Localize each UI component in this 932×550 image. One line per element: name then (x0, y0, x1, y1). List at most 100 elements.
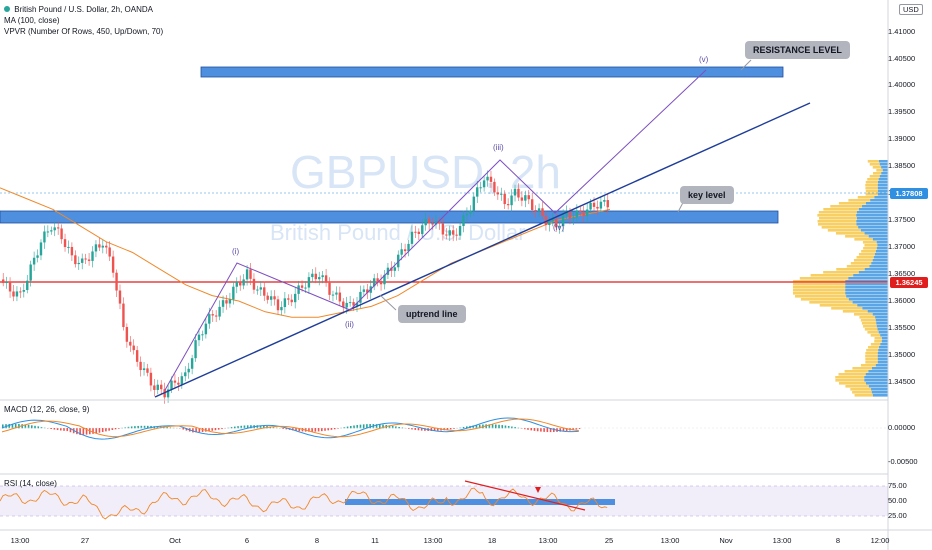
symbol-legend[interactable]: British Pound / U.S. Dollar, 2h, OANDA (4, 5, 153, 14)
macd-bar (333, 428, 336, 430)
macd-bar (501, 425, 504, 429)
candle-body (427, 218, 431, 224)
macd-bar (111, 428, 114, 430)
macd-bar (272, 426, 275, 429)
vp-bar-up (844, 370, 869, 373)
macd-bar (76, 428, 78, 435)
vp-bar-up (854, 313, 873, 316)
macd-bar (121, 427, 123, 429)
candle-body (77, 262, 80, 265)
candle-body (225, 300, 228, 304)
vp-bar-up (818, 223, 857, 226)
candle-body (589, 202, 592, 210)
vp-bar-down (872, 313, 888, 316)
vp-bar-up (863, 247, 877, 250)
resistance-pointer (740, 59, 752, 71)
rsi-divergence-line[interactable] (464, 480, 586, 511)
price-axis-label: 1.36500 (888, 269, 916, 279)
candle-body (458, 226, 462, 236)
macd-bar (375, 424, 378, 429)
candle-body (135, 350, 139, 362)
macd-legend[interactable]: MACD (12, 26, close, 9) (4, 405, 90, 414)
candle-body (520, 197, 524, 201)
rsi-support-zone[interactable] (345, 499, 615, 505)
candle-body (445, 234, 448, 236)
price-axis-label: 1.38500 (888, 161, 916, 171)
ma-100-line (0, 187, 611, 318)
vp-bar-up (865, 355, 878, 358)
candle-body (311, 273, 314, 278)
candle-body (5, 281, 8, 284)
macd-bar (453, 428, 455, 429)
macd-bar (366, 424, 368, 429)
macd-bar (388, 425, 391, 429)
macd-bar (214, 428, 217, 431)
candle-body (276, 299, 280, 311)
candle-body (173, 380, 177, 383)
ma-legend[interactable]: MA (100, close) (4, 16, 60, 25)
candle-body (8, 281, 12, 292)
currency-badge[interactable]: USD (899, 4, 923, 15)
macd-bar (536, 428, 539, 432)
candle-body (91, 251, 94, 261)
macd-bar (575, 428, 578, 430)
candle-body (201, 334, 204, 336)
macd-bar (285, 428, 288, 430)
macd-bar (330, 428, 333, 430)
vp-bar-up (876, 169, 883, 172)
macd-bar (382, 424, 384, 429)
uptrend-pointer (379, 294, 397, 311)
vp-bar-down (871, 367, 888, 370)
candle-body (379, 280, 383, 285)
vp-bar-up (848, 199, 871, 202)
wave-label-iv: (iv) (553, 223, 565, 232)
candle-body (170, 380, 173, 390)
key-level-zone[interactable] (0, 210, 779, 224)
vp-bar-up (817, 214, 857, 217)
vp-bar-up (857, 196, 875, 199)
macd-bar (79, 428, 81, 435)
candle-body (321, 275, 324, 278)
macd-line (1, 417, 579, 440)
vp-bar-up (872, 166, 882, 169)
candle-body (70, 246, 74, 256)
candle-body (156, 384, 159, 390)
macd-bar (520, 428, 523, 429)
vp-bar-down (879, 163, 888, 166)
macd-bar (108, 428, 110, 431)
candle-body (211, 314, 214, 316)
vp-bar-down (875, 364, 888, 367)
macd-bar (37, 426, 40, 429)
vpvr-legend[interactable]: VPVR (Number Of Rows, 450, Up/Down, 70) (4, 27, 164, 36)
candle-body (32, 257, 36, 265)
uptrend-line-callout[interactable]: uptrend line (398, 305, 466, 323)
macd-bar (147, 425, 149, 429)
resistance-zone[interactable] (200, 66, 784, 78)
time-axis-label: 13:00 (10, 536, 30, 545)
rsi-legend[interactable]: RSI (14, close) (4, 479, 57, 488)
elliott-wave-path[interactable] (164, 69, 707, 391)
candle-body (476, 187, 479, 197)
key-level-callout[interactable]: key level (680, 186, 734, 204)
vp-bar-down (875, 316, 888, 319)
volume-profile (793, 160, 888, 397)
vp-bar-up (863, 325, 877, 328)
macd-bar (282, 428, 284, 429)
candle-body (105, 245, 108, 248)
macd-bar (201, 428, 204, 432)
vp-bar-down (862, 307, 888, 310)
macd-bar (221, 428, 223, 430)
uptrend-line[interactable] (154, 102, 811, 398)
macd-bar (2, 424, 4, 429)
price-axis-label: 1.41000 (888, 26, 916, 36)
resistance-level-callout[interactable]: RESISTANCE LEVEL (745, 41, 850, 59)
vp-bar-down (846, 295, 888, 298)
candle-body (132, 345, 135, 351)
macd-bar (353, 425, 355, 429)
macd-bar (114, 428, 117, 430)
candle-body (393, 267, 396, 271)
candle-body (513, 188, 517, 196)
macd-bar (565, 428, 568, 431)
macd-bar (27, 424, 30, 429)
